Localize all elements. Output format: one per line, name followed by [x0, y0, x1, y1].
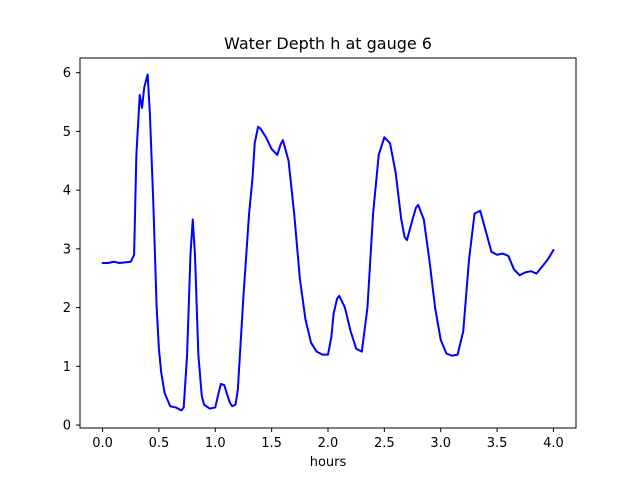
y-tick-label: 2: [63, 301, 71, 316]
x-tick-label: 1.0: [205, 436, 226, 451]
x-tick-label: 2.5: [374, 436, 395, 451]
x-tick-label: 1.5: [261, 436, 282, 451]
y-tick-label: 1: [63, 360, 71, 375]
plot-area: [101, 73, 555, 412]
series-line-0: [101, 73, 555, 412]
y-tick-label: 5: [63, 125, 71, 140]
x-tick-label: 3.5: [487, 436, 508, 451]
ticks: 0.0 0.5 1.0 1.5 2.0 2.5 3.0 3.5 4.0 0 1 2 3 4 5 6: [63, 66, 564, 451]
y-tick-label: 6: [63, 66, 71, 81]
x-tick-label: 3.0: [430, 436, 451, 451]
x-tick-label: 2.0: [318, 436, 339, 451]
x-tick-label: 4.0: [543, 436, 564, 451]
y-tick-label: 0: [63, 419, 71, 434]
x-axis-label: hours: [310, 455, 347, 470]
x-tick-label: 0.0: [92, 436, 113, 451]
y-tick-label: 4: [63, 184, 71, 199]
y-tick-label: 3: [63, 242, 71, 257]
x-tick-label: 0.5: [149, 436, 170, 451]
chart-title: Water Depth h at gauge 6: [224, 34, 432, 53]
